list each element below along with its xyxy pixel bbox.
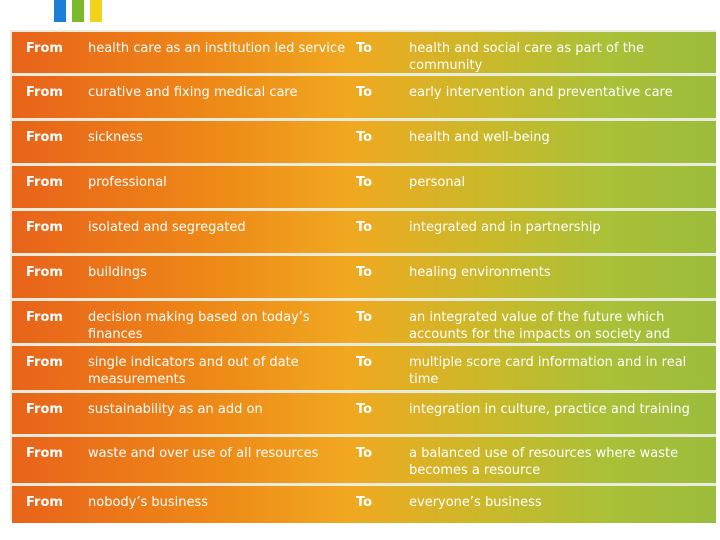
from-label: From bbox=[26, 402, 63, 417]
table-row: From curative and fixing medical care To ea… bbox=[12, 76, 716, 118]
new-value: early intervention and preventative care bbox=[409, 85, 673, 100]
from-label: From bbox=[26, 85, 63, 100]
new-value: integrated and in partnership bbox=[409, 220, 601, 235]
old-value: isolated and segregated bbox=[88, 220, 246, 235]
from-label: From bbox=[26, 310, 63, 325]
from-label: From bbox=[26, 130, 63, 145]
from-label: From bbox=[26, 495, 63, 510]
to-label: To bbox=[356, 41, 373, 56]
to-label: To bbox=[356, 265, 373, 280]
old-value: sickness bbox=[88, 130, 143, 145]
new-value: health and social care as part of the co… bbox=[409, 41, 645, 73]
to-label: To bbox=[356, 85, 373, 100]
old-value: single indicators and out of date measur… bbox=[88, 355, 299, 387]
to-label: To bbox=[356, 495, 373, 510]
old-value: health care as an institution led servic… bbox=[88, 41, 346, 56]
table-rows: From health care as an institution led se… bbox=[12, 32, 716, 523]
accent-bar-blue bbox=[54, 0, 66, 22]
old-value: curative and fixing medical care bbox=[88, 85, 298, 100]
old-value: buildings bbox=[88, 265, 147, 280]
to-label: To bbox=[356, 310, 373, 325]
to-label: To bbox=[356, 446, 373, 461]
table-row: From sickness To health and well-being bbox=[12, 121, 716, 163]
new-value: personal bbox=[409, 175, 466, 190]
new-value: health and well-being bbox=[409, 130, 550, 145]
table-row: From buildings To healing environments bbox=[12, 256, 716, 298]
to-label: To bbox=[356, 402, 373, 417]
old-value: decision making based on today’s finance… bbox=[88, 310, 310, 342]
new-value: integration in culture, practice and tra… bbox=[409, 402, 690, 417]
old-value: sustainability as an add on bbox=[88, 402, 263, 417]
table-row: From decision making based on today’s fin… bbox=[12, 301, 716, 359]
table-row: From isolated and segregated To integrated … bbox=[12, 211, 716, 253]
from-label: From bbox=[26, 446, 63, 461]
from-label: From bbox=[26, 175, 63, 190]
from-label: From bbox=[26, 265, 63, 280]
to-label: To bbox=[356, 355, 373, 370]
new-value: everyone’s business bbox=[409, 495, 542, 510]
accent-bars bbox=[54, 0, 108, 22]
old-value: waste and over use of all resources bbox=[88, 446, 319, 461]
old-value: professional bbox=[88, 175, 167, 190]
table-row: From sustainability as an add on To integra… bbox=[12, 393, 716, 434]
new-value: healing environments bbox=[409, 265, 551, 280]
table-row: From nobody’s business To everyone’s busine… bbox=[12, 486, 716, 523]
table-row: From professional To personal bbox=[12, 166, 716, 208]
to-label: To bbox=[356, 130, 373, 145]
to-label: To bbox=[356, 175, 373, 190]
accent-bar-green bbox=[72, 0, 84, 22]
from-to-table: From health care as an institution led se… bbox=[10, 30, 716, 523]
new-value: multiple score card information and in r… bbox=[409, 355, 687, 387]
old-value: nobody’s business bbox=[88, 495, 209, 510]
new-value: a balanced use of resources where waste … bbox=[409, 446, 679, 478]
table-row: From health care as an institution led se… bbox=[12, 32, 716, 73]
to-label: To bbox=[356, 220, 373, 235]
accent-bar-yellow bbox=[90, 0, 102, 22]
from-label: From bbox=[26, 355, 63, 370]
from-label: From bbox=[26, 41, 63, 56]
table-row: From single indicators and out of date me… bbox=[12, 346, 716, 390]
from-label: From bbox=[26, 220, 63, 235]
table-row: From waste and over use of all resources T… bbox=[12, 437, 716, 483]
